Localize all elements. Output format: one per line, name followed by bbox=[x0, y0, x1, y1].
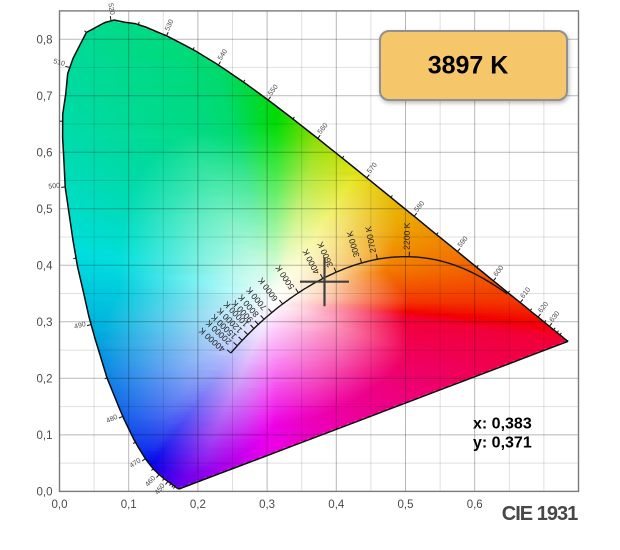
svg-text:580: 580 bbox=[413, 200, 426, 214]
svg-text:540: 540 bbox=[217, 48, 229, 62]
svg-text:450: 450 bbox=[154, 482, 167, 496]
svg-text:0,0: 0,0 bbox=[52, 499, 68, 511]
svg-text:570: 570 bbox=[366, 162, 379, 176]
svg-text:0,0: 0,0 bbox=[37, 487, 53, 499]
svg-text:470: 470 bbox=[129, 457, 143, 469]
svg-text:2200 K: 2200 K bbox=[402, 222, 412, 249]
svg-text:0,5: 0,5 bbox=[37, 204, 53, 216]
svg-text:610: 610 bbox=[520, 286, 533, 300]
svg-text:0,2: 0,2 bbox=[190, 499, 206, 511]
svg-text:620: 620 bbox=[537, 301, 550, 315]
svg-text:0,5: 0,5 bbox=[398, 499, 414, 511]
svg-text:510: 510 bbox=[52, 58, 65, 68]
svg-text:0,3: 0,3 bbox=[259, 499, 275, 511]
svg-text:500: 500 bbox=[48, 183, 60, 191]
svg-text:0,8: 0,8 bbox=[37, 34, 53, 46]
svg-text:0,4: 0,4 bbox=[328, 499, 345, 511]
svg-text:CIE 1931: CIE 1931 bbox=[502, 503, 578, 525]
svg-text:480: 480 bbox=[105, 414, 119, 425]
svg-text:x: 0,383: x: 0,383 bbox=[473, 415, 532, 432]
svg-text:0,6: 0,6 bbox=[467, 499, 483, 511]
svg-text:490: 490 bbox=[74, 321, 87, 331]
svg-text:0,3: 0,3 bbox=[37, 317, 53, 329]
svg-text:520: 520 bbox=[106, 3, 115, 16]
svg-text:0,1: 0,1 bbox=[37, 430, 53, 442]
svg-text:0,2: 0,2 bbox=[37, 374, 53, 386]
svg-text:3897 K: 3897 K bbox=[428, 52, 509, 80]
svg-text:530: 530 bbox=[164, 19, 175, 33]
svg-text:0,6: 0,6 bbox=[37, 147, 53, 159]
svg-text:460: 460 bbox=[144, 475, 157, 488]
svg-text:0,1: 0,1 bbox=[121, 499, 137, 511]
svg-text:600: 600 bbox=[493, 265, 506, 279]
svg-text:550: 550 bbox=[267, 84, 280, 98]
svg-text:0,4: 0,4 bbox=[37, 261, 54, 273]
svg-text:0,7: 0,7 bbox=[37, 91, 53, 103]
svg-text:y: 0,371: y: 0,371 bbox=[473, 434, 532, 451]
